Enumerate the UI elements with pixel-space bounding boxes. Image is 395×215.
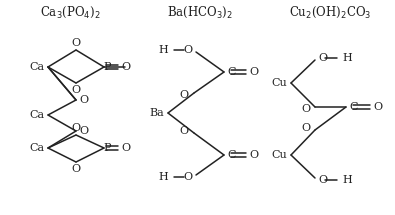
Text: Cu: Cu: [271, 78, 287, 88]
Text: Ca: Ca: [29, 110, 44, 120]
Text: O: O: [302, 123, 311, 133]
Text: O: O: [249, 67, 259, 77]
Text: O: O: [180, 126, 189, 136]
Text: Ba: Ba: [149, 108, 164, 118]
Text: Cu: Cu: [271, 150, 287, 160]
Text: O: O: [183, 45, 192, 55]
Text: H: H: [342, 175, 352, 185]
Text: Ba(HCO$_3$)$_2$: Ba(HCO$_3$)$_2$: [167, 4, 233, 20]
Text: O: O: [71, 164, 81, 174]
Text: O: O: [79, 126, 88, 136]
Text: C: C: [227, 150, 235, 160]
Text: O: O: [249, 150, 259, 160]
Text: C: C: [349, 102, 357, 112]
Text: Ca$_3$(PO$_4$)$_2$: Ca$_3$(PO$_4$)$_2$: [40, 4, 100, 20]
Text: O: O: [121, 62, 131, 72]
Text: P: P: [103, 62, 111, 72]
Text: Ca: Ca: [29, 62, 44, 72]
Text: O: O: [121, 143, 131, 153]
Text: O: O: [183, 172, 192, 182]
Text: O: O: [373, 102, 383, 112]
Text: Ca: Ca: [29, 143, 44, 153]
Text: O: O: [79, 95, 88, 105]
Text: P: P: [103, 143, 111, 153]
Text: H: H: [342, 53, 352, 63]
Text: C: C: [227, 67, 235, 77]
Text: O: O: [71, 38, 81, 48]
Text: Cu$_2$(OH)$_2$CO$_3$: Cu$_2$(OH)$_2$CO$_3$: [289, 4, 371, 20]
Text: O: O: [71, 85, 81, 95]
Text: O: O: [71, 123, 81, 133]
Text: O: O: [318, 53, 327, 63]
Text: H: H: [158, 172, 168, 182]
Text: O: O: [302, 104, 311, 114]
Text: H: H: [158, 45, 168, 55]
Text: O: O: [180, 90, 189, 100]
Text: O: O: [318, 175, 327, 185]
